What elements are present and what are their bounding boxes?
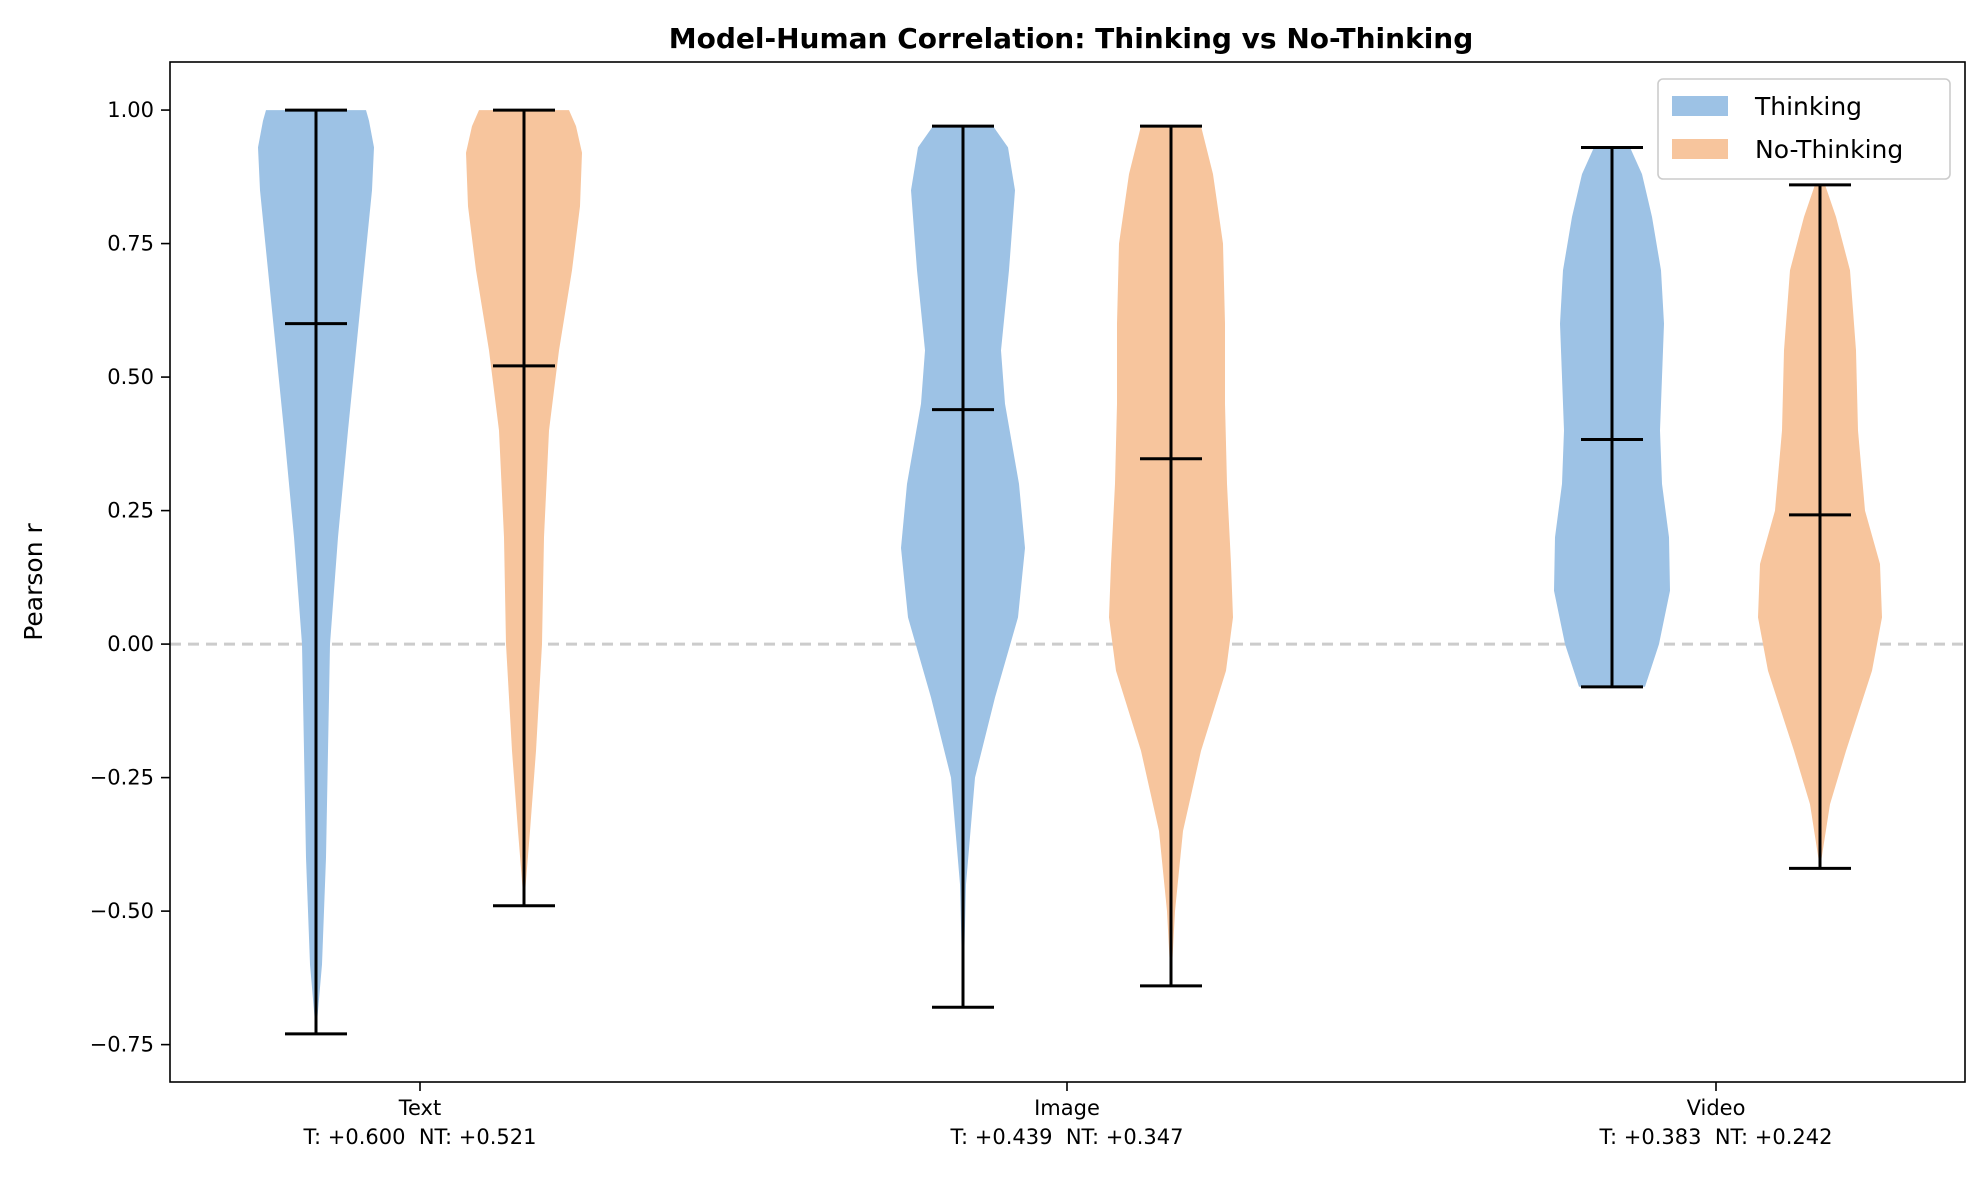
x-tick-summary: T: +0.383 NT: +0.242	[1598, 1125, 1832, 1149]
y-tick-label: −0.25	[90, 766, 154, 790]
whisker-no-thinking-image	[1140, 124, 1202, 988]
y-axis-label: Pearson r	[19, 523, 48, 641]
plot-frame	[169, 61, 1966, 1083]
whisker-thinking-image	[932, 124, 994, 1009]
whisker-no-thinking-text	[493, 108, 555, 908]
chart-title: Model-Human Correlation: Thinking vs No-…	[669, 22, 1474, 55]
legend-box	[1657, 78, 1951, 180]
legend: Thinking No-Thinking	[1657, 78, 1951, 180]
x-tick-label: Text	[398, 1096, 441, 1120]
legend-label: Thinking	[1754, 92, 1862, 121]
whisker-thinking-video	[1581, 145, 1643, 689]
x-tick-label: Video	[1687, 1096, 1746, 1120]
whisker-no-thinking-video	[1789, 183, 1851, 870]
legend-swatch	[1672, 96, 1728, 116]
x-tick-summary: T: +0.439 NT: +0.347	[949, 1125, 1183, 1149]
y-tick-label: 0.00	[107, 632, 154, 656]
y-tick-label: −0.75	[90, 1033, 154, 1057]
legend-swatch	[1672, 139, 1728, 159]
x-tick-summary: T: +0.600 NT: +0.521	[302, 1125, 536, 1149]
legend-label: No-Thinking	[1755, 135, 1903, 164]
y-tick-label: 0.50	[107, 365, 154, 389]
y-tick-label: 0.25	[107, 499, 154, 523]
plot-area: 1.00 0.75 0.50 0.25 0.00 −0.25 −0.50 −0.75 Text T…	[90, 61, 1966, 1149]
y-tick-label: 0.75	[107, 232, 154, 256]
x-tick-label: Image	[1034, 1096, 1100, 1120]
whisker-thinking-text	[285, 108, 347, 1036]
y-tick-label: −0.50	[90, 899, 154, 923]
y-tick-label: 1.00	[107, 98, 154, 122]
